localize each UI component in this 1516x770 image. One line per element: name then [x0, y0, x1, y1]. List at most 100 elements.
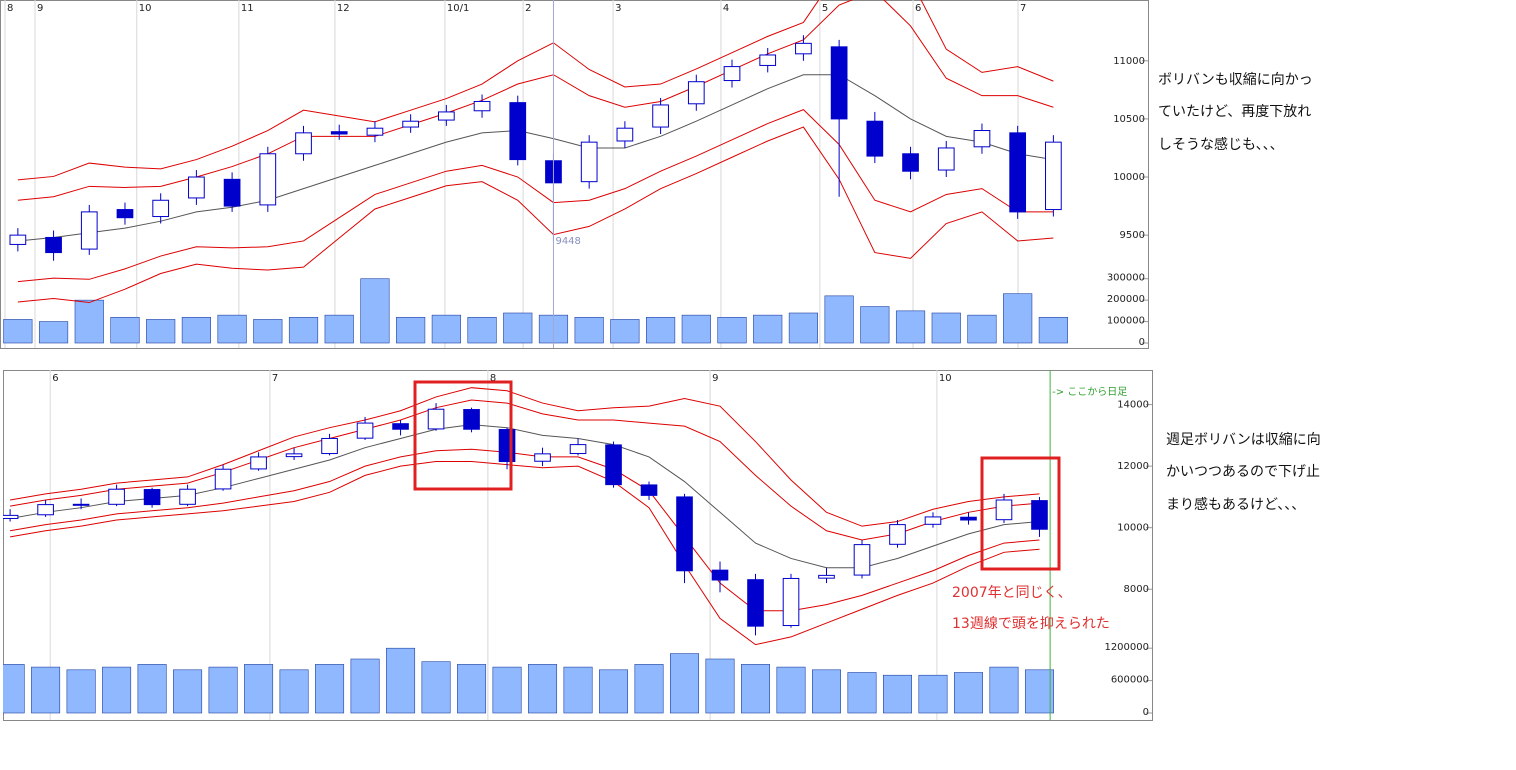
- volume-bar: [431, 314, 461, 344]
- volume-tick-label: 0: [1139, 337, 1145, 348]
- y-tick-label: 11000: [1113, 56, 1145, 67]
- panel-weekly: [3, 370, 1153, 721]
- candle-body: [1031, 500, 1048, 530]
- candle-body: [995, 499, 1013, 521]
- charts: 8 9 10 11 12 10/1 2 3 4 5 6 7 9500 10000 10500 11000 0 10…: [3, 0, 1152, 720]
- candle-body: [37, 504, 54, 516]
- volume-tick-label: 300000: [1107, 273, 1145, 284]
- candle-body: [427, 408, 445, 430]
- volume-bar: [931, 312, 961, 344]
- volume-bar: [350, 658, 380, 714]
- volume-bar: [574, 316, 604, 344]
- y-tick-label: 12000: [1117, 461, 1149, 472]
- candle-body: [534, 453, 551, 462]
- annotation: 2007年と同じく、: [952, 585, 1072, 601]
- volume-bar: [3, 664, 25, 714]
- volume-bar: [528, 664, 558, 714]
- low-label: 9448: [555, 236, 580, 247]
- candle-body: [295, 132, 312, 155]
- candle-body: [179, 488, 196, 505]
- candle-body: [223, 178, 241, 207]
- volume-bar: [146, 319, 176, 344]
- band-line: [10, 448, 1040, 612]
- candle-body: [356, 422, 374, 439]
- volume-bar: [253, 319, 283, 344]
- volume-bar: [847, 672, 877, 714]
- y-tick-label: 14000: [1117, 400, 1149, 411]
- volume-bar: [492, 666, 522, 714]
- candle-body: [116, 209, 134, 219]
- volume-bar: [895, 310, 926, 344]
- x-tick-label: 4: [723, 3, 729, 14]
- volume-bar: [681, 314, 711, 344]
- candle-body: [569, 444, 587, 455]
- volume-bar: [563, 666, 593, 714]
- candle-body: [853, 544, 871, 576]
- candle-body: [80, 211, 98, 250]
- candle-body: [152, 199, 170, 218]
- volume-bar: [110, 316, 140, 344]
- volume-bar: [31, 666, 61, 714]
- volume-bar: [457, 664, 487, 714]
- volume-tick-label: 600000: [1111, 675, 1149, 686]
- candle-body: [973, 130, 991, 148]
- x-tick-label: 12: [337, 3, 350, 14]
- candle-body: [866, 120, 884, 157]
- x-tick-label: 9: [37, 3, 43, 14]
- candle-body: [473, 100, 491, 112]
- chart: 8 9 10 11 12 10/1 2 3 4 5 6 7 9500 10000 10500 11000 0 10…: [3, 0, 1148, 348]
- volume-bar: [208, 666, 238, 714]
- volume-bar: [386, 647, 416, 714]
- volume-bar: [3, 319, 33, 344]
- volume-bar: [610, 319, 640, 344]
- candle-body: [402, 120, 419, 128]
- band-line: [10, 387, 1040, 527]
- candle-body: [437, 111, 455, 121]
- volume-bar: [1024, 669, 1054, 714]
- chart: 6 7 8 9 10 8000 10000 12000 14000 0 600000 1200000 -…: [3, 370, 1152, 720]
- candle-body: [830, 46, 848, 120]
- highlight-box: [413, 380, 513, 491]
- volume-bar: [717, 316, 747, 344]
- volume-bar: [396, 316, 426, 344]
- volume-bar: [824, 295, 854, 344]
- annotation: 13週線で頭を抑えられた: [952, 616, 1110, 632]
- candle-body: [214, 468, 232, 490]
- volume-bar: [315, 664, 345, 714]
- candle-body: [605, 444, 622, 486]
- band-line: [10, 399, 1040, 541]
- candle-body: [463, 409, 480, 430]
- volume-bar: [1038, 316, 1068, 344]
- candle-body: [259, 153, 277, 206]
- x-tick-label: 5: [822, 3, 828, 14]
- note: しそうな感じも、、、: [1158, 136, 1284, 153]
- candle-body: [580, 141, 598, 183]
- candle-body: [711, 569, 729, 581]
- candle-body: [1009, 132, 1027, 213]
- candle-body: [1045, 141, 1062, 211]
- note: ボリバンも収縮に向かっ: [1158, 72, 1313, 88]
- volume-bar: [173, 669, 203, 714]
- volume-bar: [788, 312, 819, 344]
- candle-body: [937, 147, 955, 171]
- volume-bar: [860, 306, 890, 344]
- candle-body: [321, 437, 338, 455]
- x-tick-label: 7: [272, 373, 278, 384]
- volume-bar: [599, 669, 629, 714]
- candle-body: [108, 488, 125, 505]
- volume-bar: [66, 669, 96, 714]
- x-tick-label: 2: [525, 3, 531, 14]
- volume-bar: [467, 316, 497, 344]
- x-tick-label: 7: [1020, 3, 1026, 14]
- candle-body: [509, 102, 527, 161]
- volume-tick-label: 200000: [1107, 294, 1145, 305]
- volume-bar: [102, 666, 132, 714]
- volume-bar: [741, 664, 771, 714]
- candle-body: [889, 524, 906, 545]
- x-tick-label: 6: [52, 373, 58, 384]
- candle-body: [188, 176, 205, 199]
- volume-bar: [967, 314, 997, 344]
- candle-body: [285, 453, 303, 458]
- volume-bar: [882, 674, 912, 714]
- volume-bar: [705, 658, 735, 714]
